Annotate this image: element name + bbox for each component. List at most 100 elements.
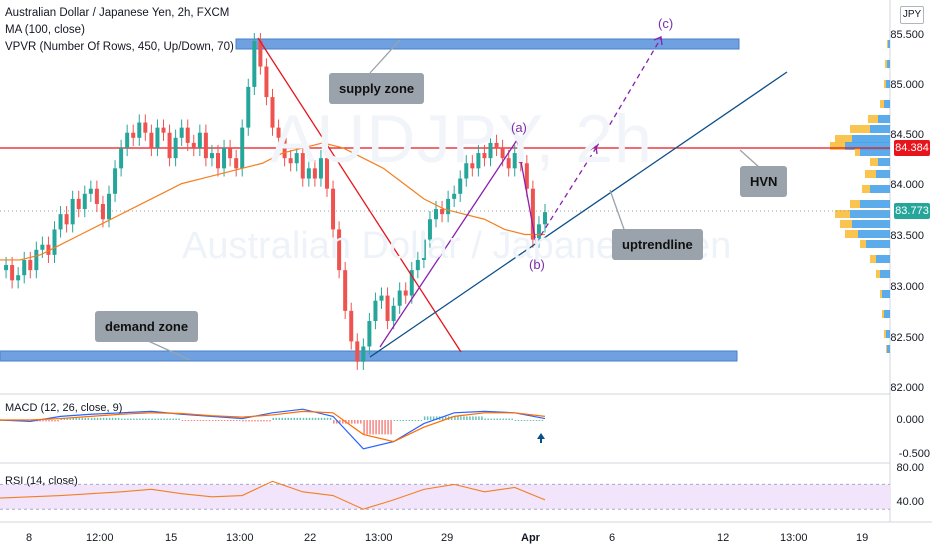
candle-body [524, 163, 529, 189]
macd-histogram-bar [520, 420, 523, 421]
wave-c-label: (c) [658, 16, 674, 31]
vpvr-indicator-label[interactable]: VPVR (Number Of Rows, 450, Up/Down, 70) [5, 41, 234, 53]
hvn-price-tag: 84.384 [894, 140, 930, 156]
macd-histogram-bar [369, 420, 371, 435]
volume-profile-bar-up [876, 270, 880, 278]
macd-histogram-bar [339, 420, 341, 424]
macd-histogram-bar [487, 418, 489, 420]
candle-body [427, 219, 432, 240]
macd-histogram-bar [508, 418, 510, 420]
macd-histogram-bar [142, 418, 144, 420]
candle-body [367, 321, 372, 347]
rsi-title[interactable]: RSI (14, close) [5, 475, 78, 487]
volume-profile-bar-up [862, 185, 870, 193]
macd-histogram-bar [411, 420, 414, 421]
wave-a-label: (a) [511, 120, 527, 135]
candle-body [464, 163, 469, 179]
candle-body [191, 142, 196, 148]
volume-profile-bar-up [870, 158, 878, 166]
macd-histogram-bar [357, 420, 359, 424]
wave-b-leg [516, 139, 537, 244]
macd-histogram-bar [432, 416, 435, 420]
candle-body [500, 147, 505, 159]
candle-body [476, 153, 481, 169]
macd-histogram-bar [532, 420, 535, 421]
candle-body [361, 346, 366, 362]
macd-histogram-bar [99, 417, 102, 420]
macd-histogram-bar [529, 420, 532, 421]
macd-histogram-bar [396, 420, 399, 421]
demand-zone-rect [0, 350, 738, 362]
candle-body [391, 305, 396, 322]
macd-histogram-bar [381, 420, 383, 435]
macd-histogram-bar [390, 420, 392, 435]
macd-histogram-bar [157, 418, 159, 420]
macd-histogram-bar [478, 416, 480, 420]
uptrend-callout-pointer [609, 189, 626, 233]
volume-profile-bar-up [884, 330, 886, 338]
volume-profile-bar-down [884, 100, 890, 108]
macd-histogram-bar [342, 420, 344, 424]
candle-body [234, 158, 239, 169]
macd-histogram-bar [208, 420, 211, 421]
volume-profile-bar-up [880, 100, 884, 108]
macd-histogram-bar [238, 420, 241, 421]
candle-body [58, 214, 63, 230]
macd-histogram-bar [302, 417, 305, 420]
macd-histogram-bar [450, 416, 453, 420]
macd-histogram-bar [178, 418, 180, 420]
macd-histogram-bar [90, 417, 93, 420]
volume-profile-bar-up [850, 200, 860, 208]
candle-body [409, 270, 414, 296]
macd-histogram-bar [329, 417, 332, 420]
volume-profile-bar-down [878, 115, 890, 123]
candle-body [94, 188, 99, 204]
macd-histogram-bar [169, 418, 171, 420]
candle-body [452, 193, 457, 199]
candle-body [149, 132, 154, 148]
candle-body [512, 153, 517, 169]
candle-body [40, 244, 45, 250]
volume-profile-bar-up [835, 210, 850, 218]
macd-histogram-bar [172, 418, 174, 420]
macd-histogram-bar [323, 417, 326, 420]
macd-histogram-bar [205, 420, 208, 421]
volume-profile-bar-up [830, 142, 845, 150]
candle-body [82, 193, 87, 210]
ma-indicator-label[interactable]: MA (100, close) [5, 24, 85, 36]
uptrendline [369, 71, 788, 358]
macd-histogram-bar [87, 417, 90, 420]
x-tick-label: 6 [609, 532, 616, 544]
macd-histogram-bar [163, 418, 165, 420]
candle-body [64, 214, 69, 225]
macd-histogram-bar [220, 420, 223, 421]
volume-profile-bar-down [860, 200, 890, 208]
macd-histogram-bar [372, 420, 374, 435]
macd-histogram-bar [469, 416, 471, 420]
supply-callout-pointer [369, 39, 401, 74]
candle-body [34, 249, 39, 271]
candle-body [506, 158, 511, 169]
macd-histogram-bar [139, 418, 141, 420]
candle-body [252, 41, 257, 87]
currency-badge[interactable]: JPY [900, 6, 924, 24]
macd-histogram-bar [287, 417, 289, 420]
macd-title[interactable]: MACD (12, 26, close, 9) [5, 402, 123, 414]
macd-histogram-bar [333, 420, 335, 424]
macd-histogram-bar [42, 420, 44, 422]
candle-body [397, 290, 402, 306]
macd-histogram-bar [226, 420, 229, 421]
macd-histogram-bar [257, 420, 259, 422]
macd-histogram-bar [490, 418, 492, 420]
macd-histogram-bar [435, 416, 438, 420]
supply-zone-rect [235, 38, 740, 50]
candle-body [403, 290, 408, 296]
candle-body [161, 127, 166, 133]
macd-histogram-bar [314, 417, 317, 420]
candle-body [16, 275, 21, 281]
volume-profile-bar-down [880, 270, 890, 278]
candle-body [179, 127, 184, 138]
x-tick-label: Apr [521, 532, 540, 544]
macd-histogram-bar [336, 420, 338, 424]
macd-histogram-bar [378, 420, 380, 435]
